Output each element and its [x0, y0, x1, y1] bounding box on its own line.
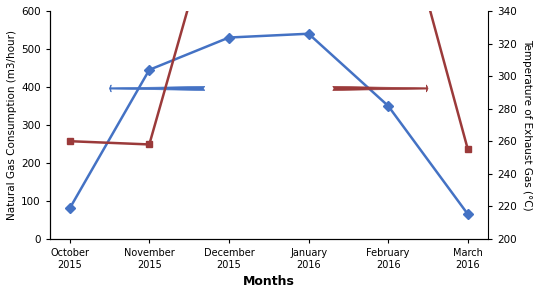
Y-axis label: Temperature of Exhaust Gas (°C): Temperature of Exhaust Gas (°C) [522, 39, 532, 211]
Y-axis label: Natural Gas Consumption (m3/hour): Natural Gas Consumption (m3/hour) [7, 30, 17, 220]
X-axis label: Months: Months [243, 275, 295, 288]
